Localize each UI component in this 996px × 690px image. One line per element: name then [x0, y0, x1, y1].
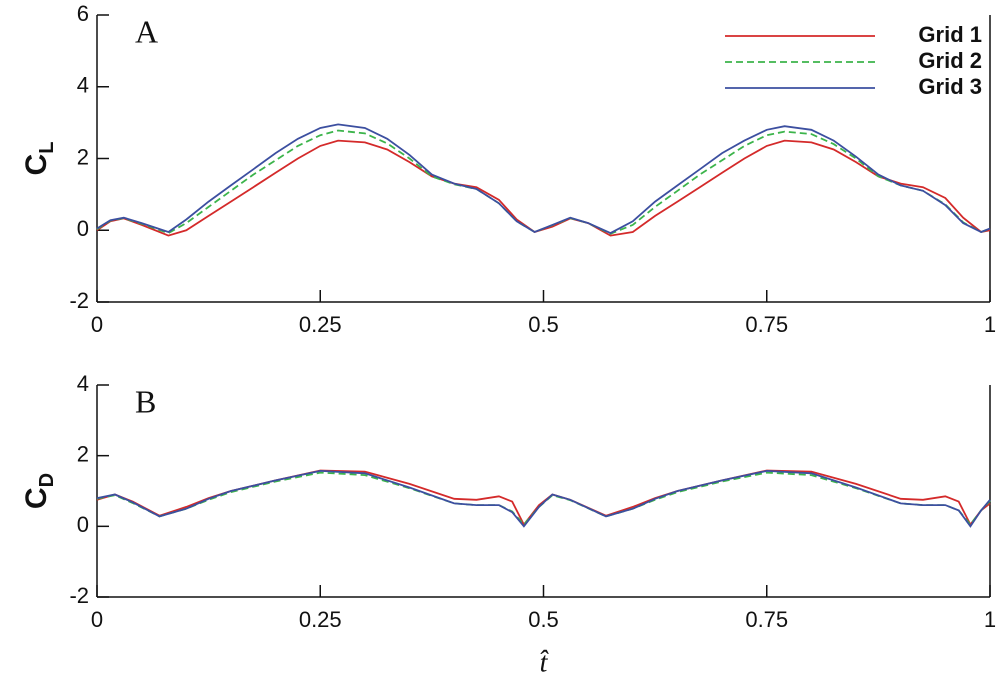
x-tick-label: 0.5: [528, 312, 559, 337]
legend-label: Grid 1: [918, 22, 982, 47]
y-tick-label: 2: [77, 144, 89, 169]
legend-label: Grid 2: [918, 48, 982, 73]
x-tick-label: 0.5: [528, 607, 559, 632]
series-line: [96, 129, 991, 235]
x-tick-label: 0.25: [299, 607, 342, 632]
x-tick-label: 0: [91, 607, 103, 632]
y-tick-label: 4: [77, 371, 89, 396]
y-tick-label: 0: [77, 216, 89, 241]
y-axis-label: CD: [20, 473, 58, 509]
x-tick-label: 0.25: [299, 312, 342, 337]
y-tick-label: -2: [69, 583, 89, 608]
y-tick-label: 2: [77, 441, 89, 466]
y-tick-label: 6: [77, 1, 89, 26]
series-line: [96, 469, 991, 527]
y-label-sub: D: [36, 473, 58, 487]
series-line: [96, 469, 991, 528]
x-tick-label: 1: [984, 607, 996, 632]
y-label-main: C: [20, 154, 53, 176]
y-label-sub: L: [36, 142, 58, 154]
x-tick-label: 0.75: [745, 312, 788, 337]
series-line: [96, 471, 991, 527]
x-tick-label: 1: [984, 312, 996, 337]
y-tick-label: -2: [69, 288, 89, 313]
panel-label: B: [135, 383, 156, 419]
x-tick-label: 0: [91, 312, 103, 337]
series-line: [96, 123, 991, 235]
y-tick-label: 0: [77, 512, 89, 537]
y-tick-label: 4: [77, 73, 89, 98]
y-label-main: C: [20, 487, 53, 509]
x-axis-label: t̂: [540, 647, 550, 678]
legend-label: Grid 3: [918, 74, 982, 99]
y-axis-label: CL: [20, 142, 58, 176]
series-line: [96, 139, 991, 237]
panel-label: A: [135, 13, 158, 49]
x-tick-label: 0.75: [745, 607, 788, 632]
